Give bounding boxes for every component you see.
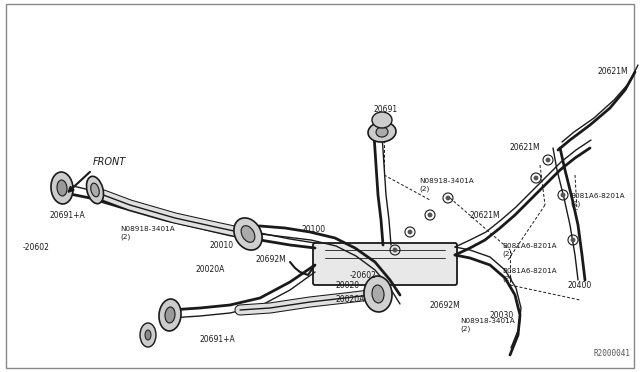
Text: 20030: 20030: [490, 311, 515, 320]
Ellipse shape: [140, 323, 156, 347]
Text: 20691: 20691: [373, 106, 397, 115]
Ellipse shape: [372, 112, 392, 128]
Text: -20602: -20602: [23, 244, 50, 253]
Ellipse shape: [165, 307, 175, 323]
Ellipse shape: [145, 330, 151, 340]
Text: N08918-3401A
(2): N08918-3401A (2): [120, 226, 175, 240]
Ellipse shape: [159, 299, 181, 331]
Text: 20621M: 20621M: [509, 144, 540, 153]
Circle shape: [572, 238, 575, 242]
Text: 20621M: 20621M: [598, 67, 628, 77]
Text: 20692M: 20692M: [430, 301, 461, 310]
Text: N08918-3401A
(2): N08918-3401A (2): [419, 178, 474, 192]
FancyBboxPatch shape: [313, 243, 457, 285]
Circle shape: [408, 230, 412, 234]
Circle shape: [547, 158, 550, 162]
Ellipse shape: [234, 218, 262, 250]
Text: 20100: 20100: [302, 225, 326, 234]
Circle shape: [446, 196, 450, 200]
Text: 20020: 20020: [336, 280, 360, 289]
Circle shape: [428, 213, 432, 217]
Text: 20691+A: 20691+A: [200, 336, 236, 344]
Ellipse shape: [241, 226, 255, 242]
Text: B081A6-8201A
(2): B081A6-8201A (2): [502, 243, 557, 257]
Text: 20691+A: 20691+A: [50, 211, 86, 219]
Ellipse shape: [364, 276, 392, 312]
Text: 20692M: 20692M: [255, 256, 285, 264]
Ellipse shape: [376, 127, 388, 137]
Text: 20020A: 20020A: [195, 266, 225, 275]
Text: 20400: 20400: [568, 280, 592, 289]
Text: N08918-3401A
(2): N08918-3401A (2): [460, 318, 515, 332]
Circle shape: [561, 193, 564, 197]
Text: 20010: 20010: [210, 241, 234, 250]
Text: B081A6-8201A
(2): B081A6-8201A (2): [502, 268, 557, 282]
Ellipse shape: [57, 180, 67, 196]
Text: -20602: -20602: [350, 270, 377, 279]
Ellipse shape: [51, 172, 73, 204]
Ellipse shape: [372, 285, 384, 303]
Text: 20020A: 20020A: [336, 295, 365, 305]
Text: R2000041: R2000041: [593, 349, 630, 358]
Text: 20621M: 20621M: [470, 211, 500, 219]
Ellipse shape: [368, 122, 396, 142]
Text: B081A6-8201A
(2): B081A6-8201A (2): [570, 193, 625, 207]
Ellipse shape: [91, 183, 99, 197]
Circle shape: [393, 248, 397, 252]
Text: FRONT: FRONT: [93, 157, 126, 167]
Ellipse shape: [86, 176, 104, 204]
Circle shape: [534, 176, 538, 180]
